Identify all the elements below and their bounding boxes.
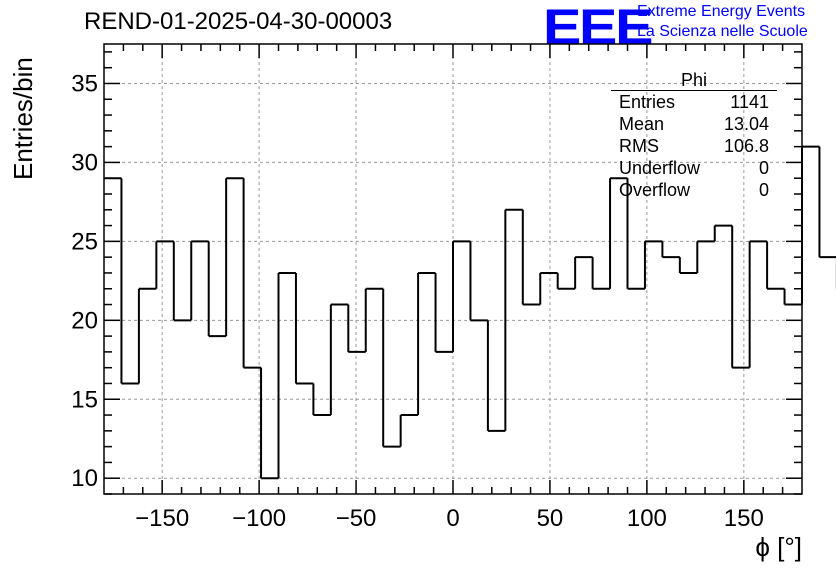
stats-label: Underflow	[619, 158, 701, 178]
stats-value: 106.8	[723, 136, 769, 156]
x-tick-label: −150	[135, 505, 189, 532]
stats-label: Overflow	[619, 180, 691, 200]
x-tick-label: 150	[724, 505, 764, 532]
y-tick-label: 25	[71, 228, 98, 255]
stats-title: Phi	[611, 70, 777, 91]
chart-title: REND-01-2025-04-30-00003	[84, 8, 393, 35]
stats-box: Phi Entries 1141 Mean 13.04 RMS 106.8 Un…	[611, 70, 777, 201]
logo-subtitle-line2: La Scienza nelle Scuole	[637, 23, 808, 40]
stats-value: 1141	[730, 92, 769, 112]
x-axis-label: ϕ [°]	[755, 532, 802, 562]
stats-row-overflow: Overflow 0	[611, 179, 777, 201]
stats-value: 0	[758, 158, 769, 178]
stats-value: 13.04	[723, 114, 769, 134]
y-tick-label: 10	[71, 465, 98, 492]
stats-row-mean: Mean 13.04	[611, 113, 777, 135]
y-tick-label: 15	[71, 386, 98, 413]
stats-row-rms: RMS 106.8	[611, 135, 777, 157]
stats-label: RMS	[619, 136, 659, 156]
logo-subtitle-line1: Extreme Energy Events	[637, 3, 806, 20]
y-tick-label: 35	[71, 70, 98, 97]
y-tick-label: 30	[71, 149, 98, 176]
stats-value: 0	[758, 180, 769, 200]
stats-row-underflow: Underflow 0	[611, 157, 777, 179]
eee-logo: EEE	[543, 0, 653, 55]
x-tick-label: 100	[627, 505, 667, 532]
stats-label: Entries	[619, 92, 676, 112]
stats-row-entries: Entries 1141	[611, 91, 777, 113]
x-tick-label: −50	[336, 505, 377, 532]
y-tick-label: 20	[71, 307, 98, 334]
stats-label: Mean	[619, 114, 665, 134]
y-axis-label: Entries/bin	[8, 57, 38, 180]
x-tick-label: 0	[446, 505, 459, 532]
x-tick-label: −100	[232, 505, 286, 532]
x-tick-label: 50	[537, 505, 564, 532]
